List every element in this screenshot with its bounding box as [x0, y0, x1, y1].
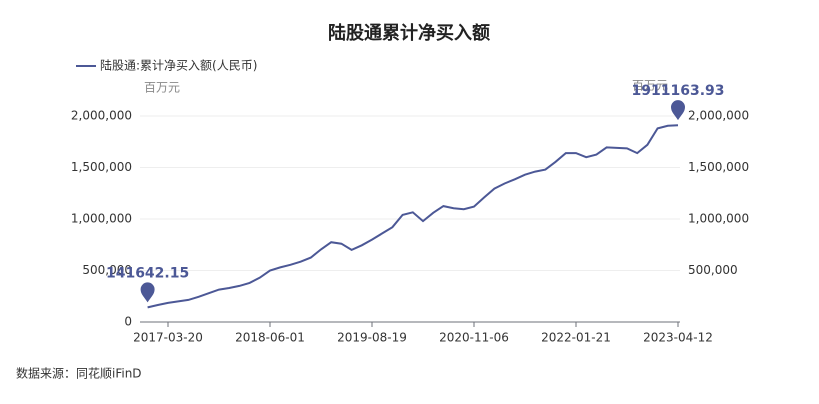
data-label: 141642.15	[106, 265, 189, 281]
source-note: 数据来源：同花顺iFinD	[16, 366, 142, 381]
y2-tick-label: 500,000	[688, 263, 738, 277]
y-tick-label: 1,000,000	[71, 212, 132, 226]
x-tick-label: 2023-04-12	[643, 331, 713, 345]
data-label: 1911163.93	[632, 83, 725, 99]
data-line	[147, 124, 679, 309]
marker-pin	[140, 282, 155, 303]
y-tick-label: 2,000,000	[71, 109, 132, 123]
x-tick-label: 2019-08-19	[337, 331, 407, 345]
y-axis-unit: 百万元	[144, 81, 180, 95]
x-tick-label: 2020-11-06	[439, 331, 509, 345]
x-tick-label: 2017-03-20	[133, 331, 203, 345]
marker-pin	[671, 100, 685, 121]
y-tick-label: 0	[124, 315, 132, 329]
y-tick-label: 1,500,000	[71, 160, 132, 174]
y2-tick-label: 2,000,000	[688, 109, 749, 123]
x-tick-label: 2022-01-21	[541, 331, 611, 345]
y-tick-label: 500,000	[82, 263, 132, 277]
y2-tick-label: 1,000,000	[688, 212, 749, 226]
y2-tick-label: 1,500,000	[688, 160, 749, 174]
y2-axis-unit: 百万元	[632, 79, 668, 93]
legend-label[interactable]: 陆股通:累计净买入额(人民币)	[100, 58, 257, 73]
chart-title: 陆股通累计净买入额	[328, 22, 490, 44]
x-tick-label: 2018-06-01	[235, 331, 305, 345]
